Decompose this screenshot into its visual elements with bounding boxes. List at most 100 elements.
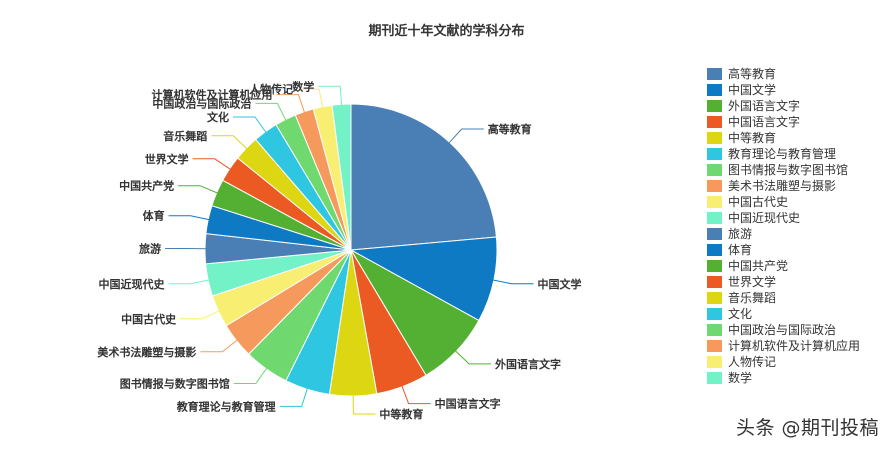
legend-item[interactable]: 音乐舞蹈: [707, 290, 889, 306]
legend-label: 中国文学: [728, 83, 777, 97]
legend-item[interactable]: 中国文学: [707, 82, 889, 98]
slice-label: 中国语言文字: [435, 397, 501, 411]
legend-item[interactable]: 体育: [707, 242, 889, 258]
legend-label: 中国近现代史: [728, 211, 801, 225]
legend-item[interactable]: 文化: [707, 306, 889, 322]
legend-label: 中国政治与国际政治: [728, 323, 837, 337]
legend-label: 外国语言文字: [728, 99, 801, 113]
legend-item[interactable]: 中国语言文字: [707, 114, 889, 130]
legend-swatch: [707, 308, 722, 320]
slice-label: 中国政治与国际政治: [152, 96, 251, 110]
watermark: 头条 @期刊投稿: [735, 417, 879, 439]
legend-label: 计算机软件及计算机应用: [728, 339, 861, 353]
legend-swatch: [707, 148, 722, 160]
legend-item[interactable]: 旅游: [707, 226, 889, 242]
legend-label: 文化: [728, 307, 753, 321]
legend-item[interactable]: 中国古代史: [707, 194, 889, 210]
legend-swatch: [707, 340, 722, 352]
legend-swatch: [707, 228, 722, 240]
label-leader-line: [211, 135, 249, 151]
legend-swatch: [707, 356, 722, 368]
legend-item[interactable]: 图书情报与数字图书馆: [707, 162, 889, 178]
slice-label: 旅游: [139, 242, 161, 256]
label-leader-line: [233, 116, 268, 134]
label-leader-line: [168, 279, 211, 285]
label-leader-line: [255, 102, 287, 122]
slice-label: 计算机软件及计算机应用: [152, 88, 273, 102]
legend-swatch: [707, 164, 722, 176]
slice-label: 中国古代史: [121, 312, 177, 326]
legend-item[interactable]: 外国语言文字: [707, 98, 889, 114]
legend-label: 世界文学: [728, 275, 777, 289]
label-leader-line: [180, 309, 221, 320]
legend-label: 数学: [728, 371, 753, 385]
slice-label: 外国语言文字: [494, 357, 561, 371]
legend-swatch: [707, 100, 722, 112]
slice-label: 教育理论与教育管理: [176, 399, 276, 413]
legend-swatch: [707, 132, 722, 144]
legend-label: 中等教育: [728, 131, 777, 145]
legend-label: 中国古代史: [728, 195, 789, 209]
slice-label: 世界文学: [145, 152, 189, 166]
legend-label: 美术书法雕塑与摄影: [728, 179, 837, 193]
legend-swatch: [707, 68, 722, 80]
label-leader-line: [447, 128, 484, 145]
label-leader-line: [352, 393, 376, 415]
legend-item[interactable]: 中等教育: [707, 130, 889, 146]
legend-label: 中国语言文字: [728, 115, 801, 129]
label-leader-line: [200, 339, 239, 353]
pie-slice: [350, 103, 497, 251]
legend-swatch: [707, 180, 722, 192]
slice-label: 高等教育: [488, 122, 532, 136]
slice-label: 美术书法雕塑与摄影: [97, 345, 196, 359]
label-leader-line: [318, 85, 343, 107]
legend-item[interactable]: 美术书法雕塑与摄影: [707, 178, 889, 194]
label-leader-line: [297, 88, 324, 109]
legend-swatch: [707, 260, 722, 272]
label-leader-line: [401, 384, 431, 405]
legend-item[interactable]: 中国政治与国际政治: [707, 322, 889, 338]
label-leader-line: [178, 185, 219, 194]
label-leader-line: [192, 158, 232, 171]
slice-label: 中国共产党: [119, 179, 174, 193]
legend-label: 人物传记: [728, 355, 777, 369]
legend-swatch: [707, 212, 722, 224]
slice-label: 文化: [207, 110, 229, 124]
legend-label: 图书情报与数字图书馆: [728, 163, 849, 177]
legend-item[interactable]: 计算机软件及计算机应用: [707, 338, 889, 354]
legend-label: 中国共产党: [728, 259, 789, 273]
legend-swatch: [707, 116, 722, 128]
legend-label: 音乐舞蹈: [728, 291, 777, 305]
slice-label: 中国文学: [538, 277, 582, 291]
chart-title: 期刊近十年文献的学科分布: [368, 24, 525, 39]
legend-item[interactable]: 高等教育: [707, 66, 889, 82]
slice-label: 中国近现代史: [99, 277, 166, 291]
slice-label: 音乐舞蹈: [163, 129, 207, 143]
label-leader-line: [276, 94, 306, 114]
label-leader-line: [233, 366, 268, 384]
legend-item[interactable]: 中国共产党: [707, 258, 889, 274]
label-leader-line: [168, 215, 211, 221]
legend-item[interactable]: 教育理论与教育管理: [707, 146, 889, 162]
legend-swatch: [707, 84, 722, 96]
legend-swatch: [707, 244, 722, 256]
legend-item[interactable]: 数学: [707, 370, 889, 386]
legend: 高等教育 中国文学外国语言文字 中国语言文字 中等教育 教育理论与教育管理 图书情报与数字…: [707, 66, 889, 386]
legend-item[interactable]: 世界文学: [707, 274, 889, 290]
slice-label: 人物传记: [249, 82, 293, 96]
label-leader-line: [491, 279, 534, 285]
slice-label: 中等教育: [379, 407, 423, 421]
legend-swatch: [707, 276, 722, 288]
legend-label: 旅游: [728, 227, 753, 241]
slice-label: 体育: [143, 209, 165, 223]
label-leader-line: [454, 349, 491, 365]
legend-item[interactable]: 人物传记: [707, 354, 889, 370]
legend-swatch: [707, 324, 722, 336]
slice-label: 数学: [292, 79, 314, 93]
legend-item[interactable]: 中国近现代史: [707, 210, 889, 226]
legend-label: 体育: [728, 243, 753, 257]
legend-swatch: [707, 196, 722, 208]
legend-swatch: [707, 292, 722, 304]
legend-swatch: [707, 372, 722, 384]
